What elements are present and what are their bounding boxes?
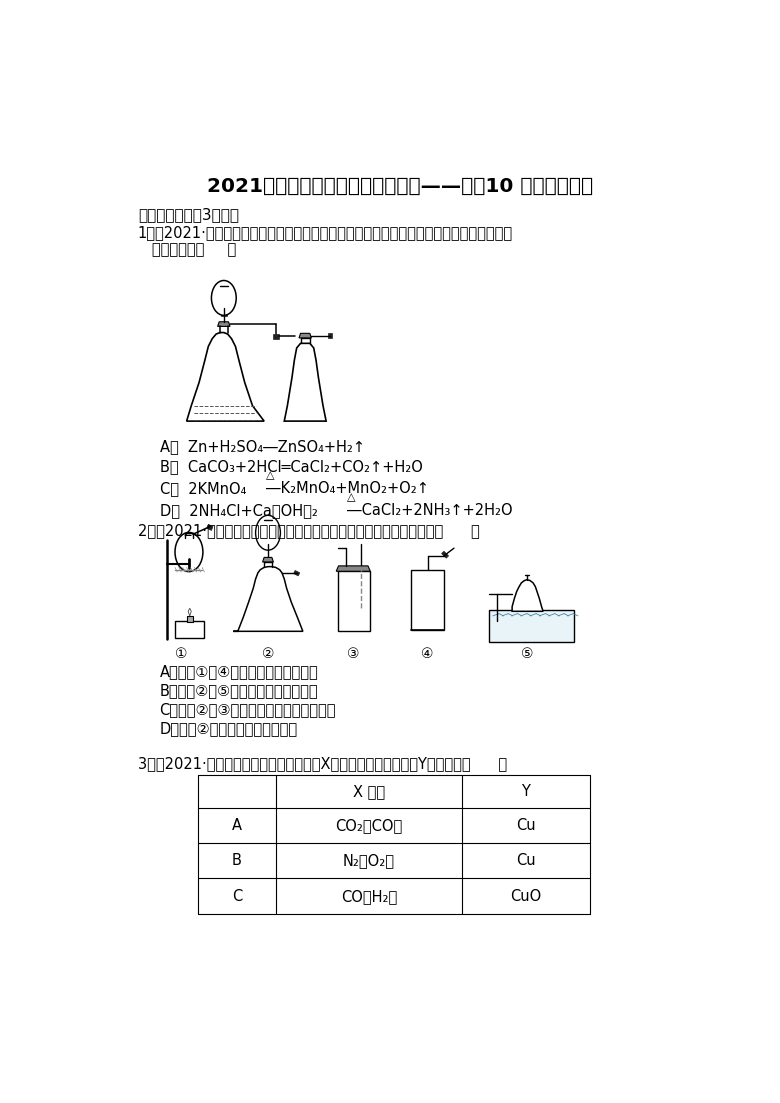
Text: Y: Y bbox=[521, 784, 530, 799]
Circle shape bbox=[211, 280, 236, 315]
Bar bbox=[186, 615, 193, 622]
Polygon shape bbox=[284, 343, 326, 421]
Polygon shape bbox=[512, 580, 543, 611]
Polygon shape bbox=[221, 312, 227, 315]
Text: B: B bbox=[232, 854, 242, 868]
Text: 一、选择题（共3小题）: 一、选择题（共3小题） bbox=[138, 207, 239, 222]
Circle shape bbox=[175, 533, 203, 571]
Text: 2．（2021·泰安）实验室制取某些气体的装置如图，下列说法错误的是（      ）: 2．（2021·泰安）实验室制取某些气体的装置如图，下列说法错误的是（ ） bbox=[138, 524, 480, 538]
Text: N₂（O₂）: N₂（O₂） bbox=[342, 854, 395, 868]
Text: C．  2KMnO₄: C． 2KMnO₄ bbox=[159, 481, 246, 496]
Bar bbox=[411, 570, 444, 630]
Polygon shape bbox=[188, 608, 191, 615]
Polygon shape bbox=[328, 333, 332, 338]
Text: ①: ① bbox=[175, 646, 187, 661]
Polygon shape bbox=[218, 322, 230, 326]
Bar bbox=[338, 571, 370, 631]
Polygon shape bbox=[233, 567, 303, 631]
Text: D．装置②可以随时添加液体药品: D．装置②可以随时添加液体药品 bbox=[159, 721, 298, 737]
Polygon shape bbox=[207, 524, 213, 531]
Text: B．  CaCO₃+2HCl═CaCl₂+CO₂↑+H₂O: B． CaCO₃+2HCl═CaCl₂+CO₂↑+H₂O bbox=[159, 459, 423, 474]
Text: CO₂（CO）: CO₂（CO） bbox=[335, 817, 402, 833]
Text: 2021年全国中考化学试题分类汇编——专题10 气体制取实验: 2021年全国中考化学试题分类汇编——专题10 气体制取实验 bbox=[207, 176, 593, 196]
Text: ―CaCl₂+2NH₃↑+2H₂O: ―CaCl₂+2NH₃↑+2H₂O bbox=[347, 503, 512, 517]
Polygon shape bbox=[441, 552, 448, 558]
Bar bbox=[489, 610, 574, 642]
Text: △: △ bbox=[347, 492, 356, 502]
Polygon shape bbox=[273, 334, 279, 339]
Text: 应方程式是（     ）: 应方程式是（ ） bbox=[138, 242, 236, 257]
Circle shape bbox=[256, 515, 280, 550]
Text: C．装置②和③组合可以用来制取二氧化碳: C．装置②和③组合可以用来制取二氧化碳 bbox=[159, 703, 336, 717]
Text: Cu: Cu bbox=[516, 854, 536, 868]
Polygon shape bbox=[293, 570, 300, 576]
Text: ④: ④ bbox=[420, 646, 433, 661]
Text: Cu: Cu bbox=[516, 817, 536, 833]
Text: 3．（2021·上海）利用如图装置，欲除去X气体中的杂质，对应的Y正确的是（      ）: 3．（2021·上海）利用如图装置，欲除去X气体中的杂质，对应的Y正确的是（ ） bbox=[138, 756, 507, 771]
Text: D．  2NH₄Cl+Ca（OH）₂: D． 2NH₄Cl+Ca（OH）₂ bbox=[159, 503, 317, 517]
Bar bbox=[175, 621, 204, 639]
Text: CO（H₂）: CO（H₂） bbox=[341, 889, 397, 903]
Text: ②: ② bbox=[262, 646, 275, 661]
Text: △: △ bbox=[267, 470, 275, 481]
Text: C: C bbox=[232, 889, 242, 903]
Polygon shape bbox=[186, 333, 264, 421]
Text: A．  Zn+H₂SO₄―ZnSO₄+H₂↑: A． Zn+H₂SO₄―ZnSO₄+H₂↑ bbox=[159, 439, 364, 453]
Text: ③: ③ bbox=[347, 646, 360, 661]
Polygon shape bbox=[263, 557, 274, 563]
Text: ⑤: ⑤ bbox=[521, 646, 534, 661]
Text: B．装置②和⑤组合可以用来制取氢气: B．装置②和⑤组合可以用来制取氢气 bbox=[159, 683, 318, 698]
Text: A: A bbox=[232, 817, 242, 833]
Polygon shape bbox=[299, 333, 311, 338]
Text: 1．（2021·永州）如图是实验室制取气体的典型装置之一，能用这一装置制取气体的化学反: 1．（2021·永州）如图是实验室制取气体的典型装置之一，能用这一装置制取气体的… bbox=[138, 225, 513, 239]
Polygon shape bbox=[336, 566, 370, 571]
Text: CuO: CuO bbox=[510, 889, 541, 903]
Polygon shape bbox=[265, 545, 271, 548]
Text: A．装置①和④组合可以用来制取氧气: A．装置①和④组合可以用来制取氧气 bbox=[159, 664, 318, 678]
Text: ―K₂MnO₄+MnO₂+O₂↑: ―K₂MnO₄+MnO₂+O₂↑ bbox=[267, 481, 430, 496]
Text: X 杂质: X 杂质 bbox=[353, 784, 385, 799]
